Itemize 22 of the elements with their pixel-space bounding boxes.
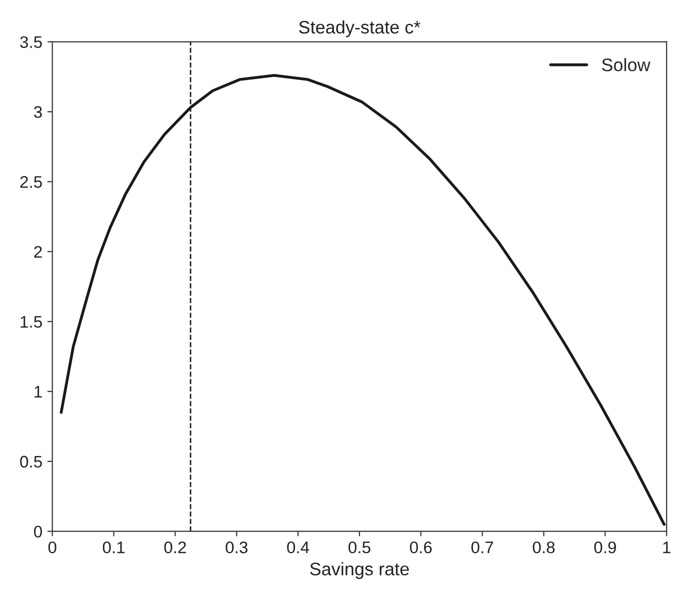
x-tick-label: 0.9 — [594, 541, 616, 554]
y-tick-label: 1 — [34, 386, 42, 398]
y-tick-label: 1.5 — [20, 316, 42, 328]
x-tick-label: 0 — [48, 541, 56, 554]
chart-title: Steady-state c* — [299, 20, 420, 38]
x-axis-title: Savings rate — [310, 562, 409, 579]
x-tick-label: 0.5 — [348, 541, 370, 554]
x-tick-label: 0.4 — [287, 541, 310, 554]
y-tick-label: 2.5 — [20, 176, 42, 188]
y-tick-label: 0 — [34, 526, 42, 538]
x-tick-label: 0.1 — [102, 541, 125, 554]
y-tick-label: 2 — [34, 246, 42, 258]
x-tick-label: 0.2 — [164, 541, 186, 554]
x-tick-label: 0.8 — [532, 541, 555, 554]
x-tick-label: 0.6 — [410, 541, 432, 554]
x-tick-label: 0.3 — [226, 541, 248, 554]
y-tick-label: 3.5 — [20, 36, 42, 48]
x-tick-label: 0.7 — [471, 541, 494, 554]
legend-label: Solow — [602, 58, 650, 72]
y-tick-label: 3 — [34, 106, 42, 118]
y-tick-label: 0.5 — [20, 456, 42, 468]
x-tick-label: 1 — [663, 542, 670, 554]
